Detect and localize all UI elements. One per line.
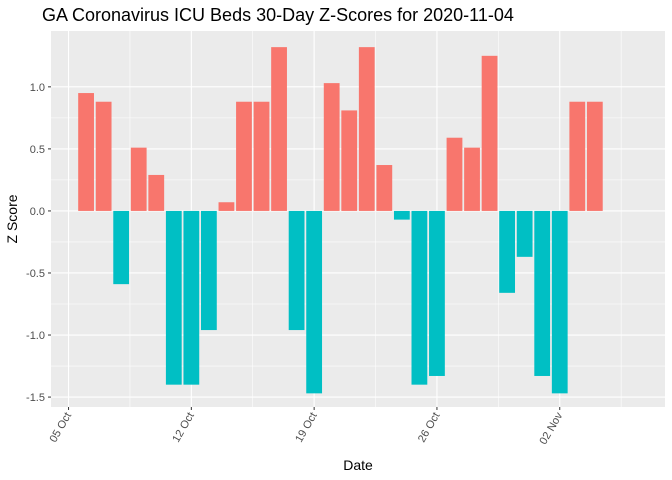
y-tick-label: 0.5 (30, 144, 45, 156)
bar (288, 210, 305, 331)
y-tick-label: -1.0 (26, 330, 45, 342)
y-tick-label: -0.5 (26, 268, 45, 280)
bar (376, 165, 393, 211)
bar (200, 210, 217, 331)
x-axis: 05 Oct 12 Oct 19 Oct 26 Oct 02 Nov (48, 407, 566, 447)
bar (429, 210, 445, 376)
x-axis-title: Date (343, 457, 373, 473)
bar (393, 210, 410, 220)
bar (569, 101, 586, 211)
bar (323, 83, 340, 211)
bar (130, 147, 147, 211)
bar (464, 147, 480, 211)
y-axis-title: Z Score (4, 194, 20, 243)
bar (95, 101, 112, 211)
bar (183, 210, 200, 385)
chart-title: GA Coronavirus ICU Beds 30-Day Z-Scores … (42, 5, 514, 25)
bars (78, 47, 603, 394)
x-tick-label: 26 Oct (416, 411, 443, 445)
bar (516, 210, 533, 257)
x-tick-label: 02 Nov (538, 410, 566, 447)
x-tick-label: 05 Oct (48, 411, 75, 445)
bar (165, 210, 182, 385)
bar (586, 101, 603, 211)
y-axis: -1.5 -1.0 -0.5 0.0 0.5 1.0 (26, 82, 51, 404)
bar (446, 137, 463, 211)
bar (148, 174, 165, 211)
plot-panel (51, 31, 665, 407)
bar (113, 210, 130, 285)
bar (306, 210, 323, 394)
bar (236, 101, 252, 211)
bar (499, 210, 516, 293)
y-tick-label: -1.5 (26, 392, 45, 404)
bar (271, 47, 287, 211)
x-tick-label: 12 Oct (170, 411, 197, 445)
bar (534, 210, 551, 376)
bar (411, 210, 428, 385)
y-tick-label: 1.0 (30, 82, 45, 94)
bar (551, 210, 568, 394)
bar (481, 55, 498, 211)
bar (341, 110, 358, 211)
y-tick-label: 0.0 (30, 206, 45, 218)
bar (358, 47, 375, 211)
bar (78, 93, 94, 211)
bar (253, 101, 270, 211)
bar (218, 202, 235, 211)
x-tick-label: 19 Oct (293, 411, 320, 445)
